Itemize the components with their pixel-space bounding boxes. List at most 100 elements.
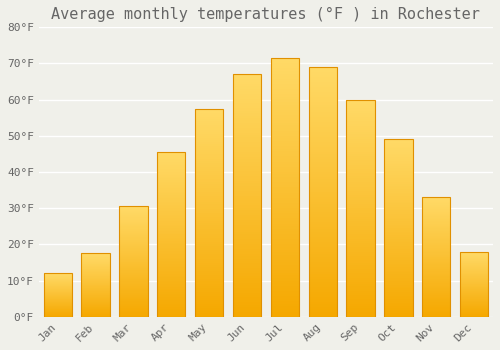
Bar — [195, 163, 224, 165]
Bar — [270, 304, 299, 307]
Bar — [233, 157, 261, 159]
Bar — [233, 239, 261, 241]
Bar — [460, 252, 488, 317]
Bar — [157, 223, 186, 225]
Bar — [233, 232, 261, 234]
Bar — [195, 211, 224, 213]
Bar — [119, 266, 148, 267]
Bar — [44, 311, 72, 312]
Bar — [195, 284, 224, 286]
Bar — [119, 299, 148, 300]
Bar — [233, 249, 261, 251]
Bar — [270, 190, 299, 192]
Bar — [346, 258, 375, 260]
Bar — [157, 210, 186, 211]
Bar — [119, 251, 148, 252]
Bar — [157, 264, 186, 266]
Bar — [460, 254, 488, 255]
Bar — [119, 246, 148, 247]
Bar — [308, 142, 337, 145]
Bar — [422, 275, 450, 276]
Bar — [308, 207, 337, 209]
Bar — [460, 281, 488, 282]
Bar — [308, 232, 337, 234]
Bar — [270, 203, 299, 205]
Bar — [157, 164, 186, 165]
Bar — [157, 197, 186, 198]
Bar — [270, 112, 299, 115]
Bar — [82, 308, 110, 309]
Bar — [82, 302, 110, 303]
Bar — [308, 110, 337, 112]
Bar — [346, 202, 375, 204]
Bar — [270, 74, 299, 76]
Bar — [270, 229, 299, 231]
Bar — [422, 306, 450, 307]
Bar — [270, 154, 299, 156]
Bar — [308, 152, 337, 154]
Bar — [422, 271, 450, 273]
Bar — [233, 183, 261, 186]
Bar — [44, 299, 72, 300]
Bar — [233, 120, 261, 123]
Bar — [233, 222, 261, 225]
Bar — [233, 142, 261, 145]
Bar — [157, 305, 186, 307]
Bar — [308, 177, 337, 180]
Bar — [384, 264, 412, 265]
Bar — [270, 281, 299, 283]
Bar — [195, 240, 224, 242]
Bar — [346, 100, 375, 102]
Bar — [233, 111, 261, 113]
Bar — [44, 273, 72, 274]
Bar — [346, 221, 375, 223]
Bar — [384, 288, 412, 290]
Bar — [270, 185, 299, 188]
Bar — [82, 259, 110, 260]
Bar — [195, 308, 224, 310]
Bar — [384, 285, 412, 287]
Bar — [384, 283, 412, 285]
Bar — [460, 311, 488, 312]
Bar — [308, 107, 337, 110]
Bar — [384, 207, 412, 209]
Bar — [422, 298, 450, 299]
Bar — [422, 252, 450, 253]
Bar — [384, 280, 412, 281]
Bar — [195, 252, 224, 254]
Bar — [308, 120, 337, 122]
Bar — [195, 286, 224, 288]
Bar — [346, 297, 375, 300]
Bar — [119, 270, 148, 271]
Bar — [157, 309, 186, 310]
Bar — [195, 130, 224, 132]
Bar — [346, 197, 375, 199]
Bar — [44, 310, 72, 311]
Bar — [233, 295, 261, 298]
Bar — [270, 175, 299, 177]
Bar — [384, 198, 412, 200]
Bar — [195, 254, 224, 257]
Bar — [157, 208, 186, 210]
Bar — [82, 295, 110, 296]
Bar — [346, 134, 375, 136]
Bar — [195, 263, 224, 265]
Bar — [460, 298, 488, 299]
Bar — [270, 205, 299, 208]
Bar — [422, 273, 450, 274]
Bar — [270, 144, 299, 146]
Bar — [157, 220, 186, 221]
Bar — [195, 113, 224, 115]
Bar — [422, 214, 450, 215]
Bar — [384, 262, 412, 264]
Bar — [270, 172, 299, 175]
Bar — [460, 291, 488, 292]
Bar — [346, 130, 375, 132]
Bar — [195, 150, 224, 152]
Bar — [82, 285, 110, 286]
Bar — [157, 282, 186, 284]
Bar — [384, 223, 412, 225]
Bar — [195, 236, 224, 238]
Bar — [270, 89, 299, 92]
Bar — [460, 296, 488, 297]
